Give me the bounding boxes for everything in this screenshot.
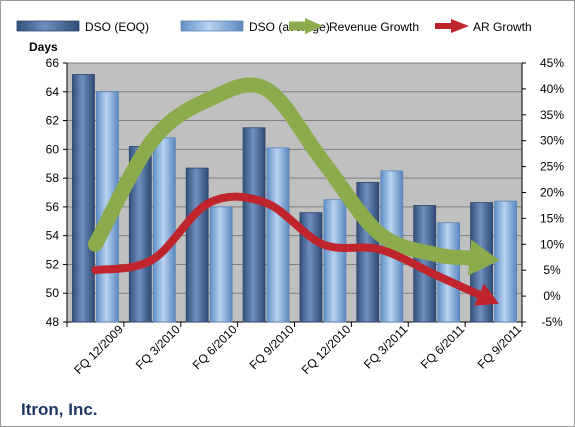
right-tick-label: 25% [540, 160, 564, 174]
legend-item-dso-eoq: DSO (EOQ) [16, 20, 149, 34]
x-tick-label: FQ 6/2011 [418, 322, 468, 372]
ar-growth-arrowhead [474, 283, 500, 306]
left-tick-label: 54 [46, 229, 60, 243]
left-tick-label: 62 [46, 114, 60, 128]
bar-dso-average [437, 222, 461, 323]
right-tick-label: 10% [540, 237, 564, 251]
x-tick-label: FQ 9/2010 [247, 322, 297, 372]
legend-swatch-dso-average [180, 20, 244, 32]
bar-dso-eoq [72, 74, 95, 323]
company-name: Itron, Inc. [21, 400, 98, 419]
x-tick-label: FQ 6/2010 [190, 322, 240, 372]
left-tick-label: 64 [46, 85, 60, 99]
legend-label-dso-eoq: DSO (EOQ) [85, 20, 149, 34]
bar-dso-average [266, 147, 290, 323]
legend-label-ar-growth: AR Growth [473, 20, 532, 34]
right-tick-label: 15% [540, 211, 564, 225]
right-tick-label: 5% [543, 263, 561, 277]
left-tick-label: 58 [46, 171, 60, 185]
left-tick-label: 66 [46, 56, 60, 70]
bar-dso-eoq [242, 127, 266, 323]
x-tick-label: FQ 3/2010 [133, 322, 183, 372]
right-tick-label: 35% [540, 108, 564, 122]
line-layer [87, 77, 500, 306]
bar-dso-average [209, 206, 233, 323]
legend-arrowhead-revenue-growth [305, 18, 323, 34]
ar-growth-line [91, 192, 484, 299]
legend-label-revenue-growth: Revenue Growth [329, 20, 419, 34]
left-tick-label: 50 [46, 286, 60, 300]
left-tick-label: 60 [46, 142, 60, 156]
revenue-growth-arrowhead [468, 239, 500, 276]
right-axis: -5% 0% 5% 10% 15% 20% 25% 30% 35% 40% 45% [521, 56, 564, 329]
bar-dso-average [494, 200, 517, 323]
bar-dso-average [152, 137, 176, 323]
x-axis: FQ 12/2009 FQ 3/2010 FQ 6/2010 FQ 9/2010 FQ … [66, 322, 525, 377]
bar-dso-eoq [185, 167, 209, 323]
right-tick-label: -5% [541, 315, 563, 329]
left-axis: 48 50 52 54 56 58 60 62 64 66 [46, 56, 68, 329]
x-tick-label: FQ 3/2011 [361, 322, 411, 372]
right-tick-label: 0% [543, 289, 561, 303]
legend-item-revenue-growth: Revenue Growth [289, 18, 419, 34]
x-tick-label: FQ 12/2010 [299, 322, 354, 377]
x-tick-label: FQ 9/2011 [475, 322, 525, 372]
left-tick-label: 56 [46, 200, 60, 214]
legend-arrowhead-ar-growth [451, 19, 469, 33]
left-tick-label: 52 [46, 257, 60, 271]
legend-item-ar-growth: AR Growth [435, 19, 532, 34]
revenue-growth-line [87, 77, 481, 266]
legend-swatch-dso-eoq [16, 20, 80, 32]
right-tick-label: 45% [540, 56, 564, 70]
legend: DSO (EOQ) DSO (average) Revenue Growth A… [16, 18, 532, 34]
right-tick-label: 30% [540, 134, 564, 148]
x-tick-label: FQ 12/2009 [71, 322, 126, 377]
right-tick-label: 40% [540, 82, 564, 96]
bar-dso-average [323, 199, 347, 323]
left-tick-label: 48 [46, 315, 60, 329]
right-tick-label: 20% [540, 186, 564, 200]
y-axis-label: Days [29, 40, 58, 54]
